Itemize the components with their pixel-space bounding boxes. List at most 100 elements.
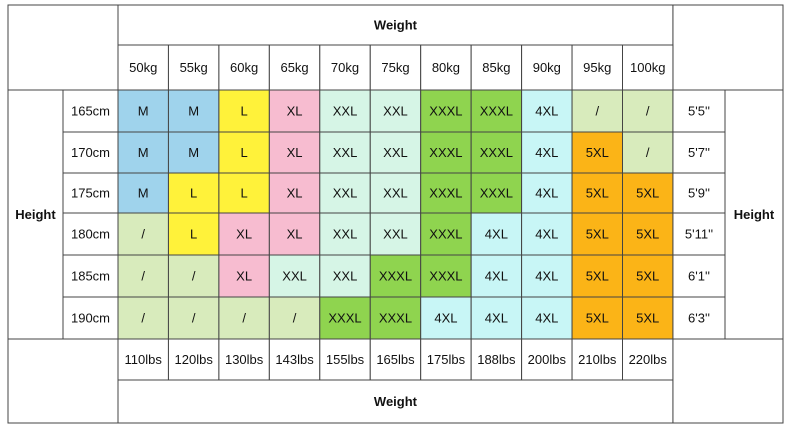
size-cell <box>117 296 169 340</box>
kg-label: 70kg <box>331 60 359 75</box>
size: 5XL <box>586 145 609 160</box>
cm-label: 170cm <box>71 145 110 160</box>
size-cell <box>319 296 371 340</box>
size-cell <box>420 172 472 214</box>
size: 4XL <box>535 226 558 241</box>
size: L <box>241 145 248 160</box>
size-cell <box>420 254 472 298</box>
corner-cell <box>672 338 784 424</box>
size-cell <box>622 131 674 174</box>
size: XL <box>287 185 303 200</box>
cm-label: 185cm <box>71 268 110 283</box>
size: 4XL <box>535 268 558 283</box>
size: / <box>141 226 145 241</box>
size: 4XL <box>535 185 558 200</box>
kg-label: 90kg <box>533 60 561 75</box>
size-cell <box>319 212 371 256</box>
lbs-label: 200lbs <box>528 352 567 367</box>
size: XXL <box>282 268 307 283</box>
size: M <box>188 103 199 118</box>
size-cell <box>571 172 623 214</box>
size: 5XL <box>586 185 609 200</box>
size: XXXL <box>429 145 462 160</box>
size: XXL <box>333 145 358 160</box>
size-cell <box>319 172 371 214</box>
size-cell <box>218 254 270 298</box>
ft-label: 5'5'' <box>688 103 710 118</box>
kg-label: 85kg <box>482 60 510 75</box>
ft-label: 6'3'' <box>688 310 710 325</box>
size-cell <box>218 131 270 174</box>
size: L <box>190 185 197 200</box>
ft-label-cell <box>672 131 726 174</box>
size-cell <box>420 296 472 340</box>
lbs-label: 175lbs <box>427 352 466 367</box>
kg-label-cell <box>319 44 371 91</box>
height-left-cell <box>7 89 64 340</box>
size: XXXL <box>429 268 462 283</box>
size: L <box>241 103 248 118</box>
ft-label-cell <box>672 212 726 256</box>
size: L <box>190 226 197 241</box>
weight-top-cell <box>117 4 674 46</box>
size: XL <box>236 268 252 283</box>
cm-label: 190cm <box>71 310 110 325</box>
size: 4XL <box>485 310 508 325</box>
kg-label-cell <box>622 44 674 91</box>
size: XXXL <box>429 226 462 241</box>
size: / <box>293 310 297 325</box>
size: XXXL <box>379 310 412 325</box>
size: M <box>188 145 199 160</box>
size: 5XL <box>586 310 609 325</box>
size-cell <box>117 89 169 133</box>
size: XL <box>287 226 303 241</box>
ft-label: 5'9'' <box>688 185 710 200</box>
size: XXL <box>383 103 408 118</box>
size: / <box>141 268 145 283</box>
size: XL <box>236 226 252 241</box>
kg-label-cell <box>167 44 220 91</box>
size: 4XL <box>535 310 558 325</box>
weight-top: Weight <box>374 17 418 32</box>
lbs-label: 130lbs <box>225 352 264 367</box>
size: XXL <box>383 226 408 241</box>
kg-label: 100kg <box>630 60 665 75</box>
size: M <box>138 145 149 160</box>
size-cell <box>117 131 169 174</box>
size: XXL <box>333 185 358 200</box>
size: XXXL <box>480 103 513 118</box>
size: XXXL <box>480 185 513 200</box>
lbs-label: 110lbs <box>125 352 163 367</box>
lbs-label: 220lbs <box>629 352 668 367</box>
height-right-cell <box>724 89 784 340</box>
size-cell <box>117 254 169 298</box>
size-cell <box>167 89 220 133</box>
size: XXL <box>383 145 408 160</box>
size: XL <box>287 103 303 118</box>
size: XXL <box>383 185 408 200</box>
lbs-label-cell <box>470 338 523 381</box>
kg-label: 65kg <box>280 60 308 75</box>
height-right: Height <box>734 207 775 222</box>
size: 5XL <box>636 226 659 241</box>
corner-cell <box>672 4 784 91</box>
ft-label: 5'7'' <box>688 145 710 160</box>
lbs-label: 155lbs <box>326 352 365 367</box>
cm-label-cell <box>62 212 119 256</box>
ft-label: 5'11'' <box>685 226 713 241</box>
cm-label: 165cm <box>71 103 110 118</box>
lbs-label-cell <box>268 338 321 381</box>
size: / <box>242 310 246 325</box>
size: / <box>192 310 196 325</box>
kg-label-cell <box>420 44 472 91</box>
size: / <box>141 310 145 325</box>
size: XXL <box>333 268 358 283</box>
kg-label: 95kg <box>583 60 611 75</box>
kg-label: 55kg <box>180 60 208 75</box>
size: 4XL <box>485 226 508 241</box>
size-cell <box>521 254 573 298</box>
size: 4XL <box>485 268 508 283</box>
lbs-label: 210lbs <box>578 352 617 367</box>
lbs-label: 188lbs <box>477 352 516 367</box>
